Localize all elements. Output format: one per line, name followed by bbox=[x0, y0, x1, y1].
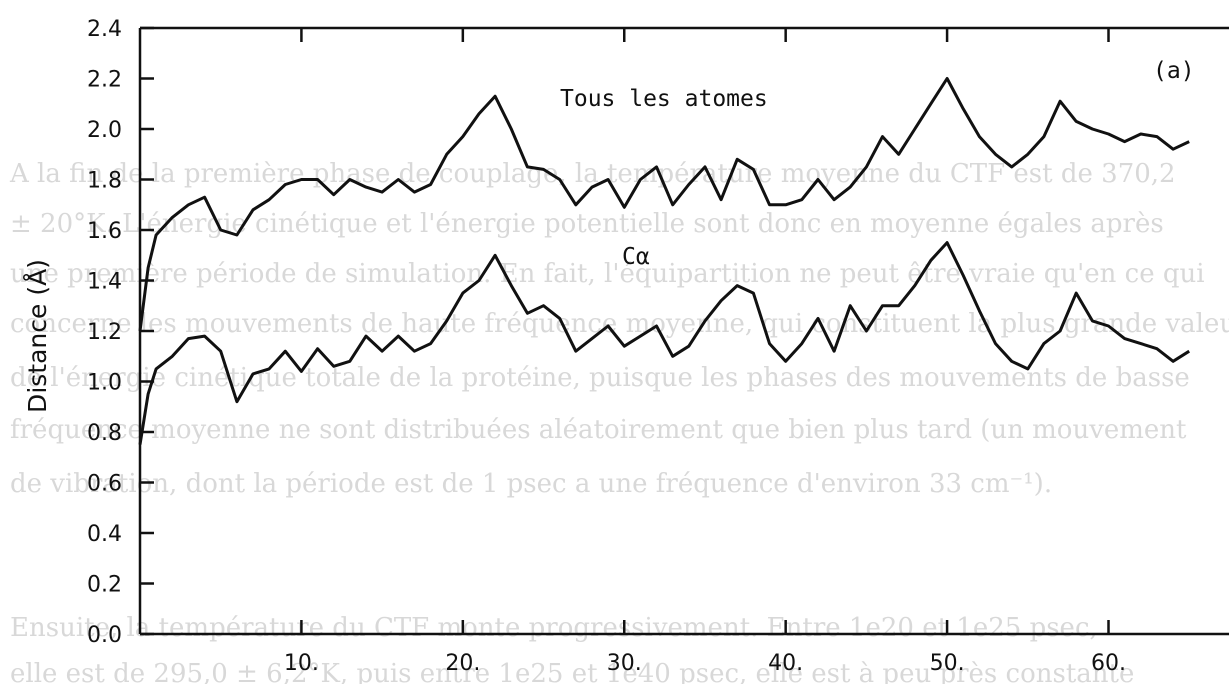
bleed-line: ± 20°K. L'énergie cinétique et l'énergie… bbox=[10, 209, 1164, 239]
y-tick-label: 1.6 bbox=[87, 219, 122, 244]
axes bbox=[138, 26, 1229, 636]
y-tick-label: 0.8 bbox=[87, 421, 122, 446]
series-line-tous-les-atomes bbox=[138, 77, 1190, 332]
y-tick-label: 0.6 bbox=[87, 472, 122, 497]
y-tick-label: 2.0 bbox=[87, 118, 122, 143]
x-tick-label: 10. bbox=[284, 651, 319, 676]
y-tick-label: 1.2 bbox=[87, 320, 122, 345]
bleed-line: fréquence moyenne ne sont distribuées al… bbox=[10, 415, 1187, 445]
bleed-line: de vibration, dont la période est de 1 p… bbox=[10, 469, 1052, 499]
y-tick-label: 1.0 bbox=[87, 371, 122, 396]
y-tick-label: 1.4 bbox=[87, 270, 122, 295]
x-tick-label: 50. bbox=[930, 651, 965, 676]
x-tick-label: 60. bbox=[1091, 651, 1126, 676]
y-tick-label: 0.0 bbox=[87, 623, 122, 648]
y-tick-label: 0.4 bbox=[87, 522, 122, 547]
series-line-c-alpha bbox=[138, 241, 1190, 445]
y-tick-label: 0.2 bbox=[87, 573, 122, 598]
panel-label: (a) bbox=[1153, 58, 1195, 84]
x-tick-label: 30. bbox=[607, 651, 642, 676]
series-label-tous-les-atomes: Tous les atomes bbox=[560, 86, 768, 112]
x-tick-label: 20. bbox=[445, 651, 480, 676]
y-tick-label: 2.4 bbox=[87, 17, 122, 42]
bleed-line: Ensuite, la température du CTF monte pro… bbox=[10, 613, 1098, 643]
y-tick-label: 2.2 bbox=[87, 68, 122, 93]
bleed-line: de l'énergie cinétique totale de la prot… bbox=[10, 363, 1190, 393]
y-ticks: 0.0 0.2 0.4 0.6 0.8 1.0 1.2 1.4 1.6 1.8 2.0 2.2 2.4 bbox=[87, 17, 154, 648]
bleed-line: elle est de 295,0 ± 6,2°K, puis entre 1e… bbox=[10, 659, 1134, 684]
x-tick-label: 40. bbox=[768, 651, 803, 676]
bleed-line: A la fin de la première phase de couplag… bbox=[9, 159, 1176, 189]
series-label-c-alpha: Cα bbox=[622, 244, 650, 270]
y-axis-label: Distance (Å) bbox=[23, 259, 52, 413]
x-ticks: 10. 20. 30. 40. 50. 60. bbox=[284, 28, 1126, 676]
bleed-line: une première période de simulation. En f… bbox=[10, 259, 1205, 289]
bleed-line: concerne les mouvements de haute fréquen… bbox=[10, 309, 1229, 339]
y-tick-label: 1.8 bbox=[87, 169, 122, 194]
series-layer bbox=[138, 77, 1190, 445]
